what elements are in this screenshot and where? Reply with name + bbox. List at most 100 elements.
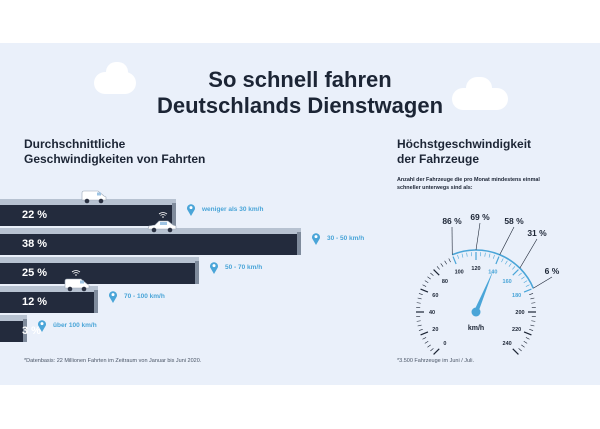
threshold-value-label: 69 % xyxy=(470,212,490,222)
map-pin-icon xyxy=(312,233,320,245)
gauge-tick xyxy=(422,337,427,340)
gauge-tick xyxy=(440,263,444,267)
bar-side-face xyxy=(195,261,199,284)
threshold-value-label: 6 % xyxy=(545,266,560,276)
gauge-scale-label: 0 xyxy=(443,341,446,347)
right-heading: Höchstgeschwindigkeit der Fahrzeuge xyxy=(397,137,531,167)
gauge-scale-label: 160 xyxy=(503,279,512,285)
gauge-tick xyxy=(512,266,516,270)
gauge-tick xyxy=(427,276,431,280)
left-heading-line-2: Geschwindigkeiten von Fahrten xyxy=(24,152,206,166)
gauge-tick xyxy=(422,284,427,287)
gauge-tick xyxy=(488,253,491,258)
bar-value-label: 12 % xyxy=(22,296,48,308)
page-title: So schnell fahren Deutschlands Dienstwag… xyxy=(0,67,600,119)
bar-category-label: 50 - 70 km/h xyxy=(225,264,263,271)
car-icon xyxy=(147,220,177,233)
gauge-tick xyxy=(529,293,534,295)
gauge-tick xyxy=(424,341,429,344)
gauge-scale-label: 140 xyxy=(488,269,497,275)
gauge-tick xyxy=(416,302,421,304)
gauge-scale-label: 80 xyxy=(442,279,448,285)
gauge-tick xyxy=(417,324,422,327)
gauge-tick xyxy=(529,329,534,331)
gauge-needle xyxy=(473,269,494,313)
gauge-highlight-arc xyxy=(451,249,535,289)
gauge-tick xyxy=(418,329,423,331)
gauge-tick xyxy=(427,344,431,348)
right-heading-line-2: der Fahrzeuge xyxy=(397,152,480,166)
gauge-tick xyxy=(495,256,500,265)
wifi-icon xyxy=(71,270,81,276)
gauge-hub xyxy=(471,307,481,317)
gauge-scale-label: 20 xyxy=(432,327,438,333)
gauge-tick xyxy=(518,272,522,276)
van-icon xyxy=(81,190,107,204)
gauge-unit-label: km/h xyxy=(468,325,484,332)
threshold-leader-line xyxy=(533,276,553,289)
gauge-tick xyxy=(433,348,440,355)
gauge-tick xyxy=(525,284,530,287)
gauge-tick xyxy=(418,293,423,295)
bar-top-face xyxy=(0,257,199,264)
bar-value-label: 22 % xyxy=(22,209,48,221)
gauge-tick xyxy=(530,324,535,327)
left-heading-line-1: Durchschnittliche xyxy=(24,137,126,151)
bar xyxy=(0,205,172,226)
gauge-tick xyxy=(430,348,434,352)
gauge-tick xyxy=(430,272,434,276)
bar-side-face xyxy=(94,290,98,313)
gauge-tick xyxy=(416,320,421,322)
bar-category-label: über 100 km/h xyxy=(53,322,97,329)
bar-side-face xyxy=(23,319,27,342)
gauge-scale-label: 240 xyxy=(503,341,512,347)
threshold-value-label: 58 % xyxy=(504,216,524,226)
gauge-tick xyxy=(448,258,451,263)
gauge-scale-label: 100 xyxy=(455,269,464,275)
gauge-tick xyxy=(523,331,532,336)
gauge-scale-label: 120 xyxy=(471,266,480,272)
cloud-icon xyxy=(466,77,492,99)
gauge-tick xyxy=(530,297,535,300)
bar-category-label: 30 - 50 km/h xyxy=(327,235,365,242)
threshold-value-label: 86 % xyxy=(442,216,462,226)
title-line-1: So schnell fahren xyxy=(208,67,392,92)
left-heading: Durchschnittliche Geschwindigkeiten von … xyxy=(24,137,205,167)
bar xyxy=(0,321,23,342)
map-pin-icon xyxy=(210,262,218,274)
bar-side-face xyxy=(297,232,301,255)
gauge-tick xyxy=(484,252,486,257)
map-pin-icon xyxy=(187,204,195,216)
gauge-tick xyxy=(523,280,528,283)
gauge-tick xyxy=(420,331,429,336)
bar-category-label: weniger als 30 km/h xyxy=(202,206,264,213)
gauge-tick xyxy=(461,253,464,258)
gauge-tick xyxy=(521,276,525,280)
threshold-value-label: 31 % xyxy=(527,228,547,238)
threshold-leader-line xyxy=(499,226,515,255)
gauge-scale-label: 200 xyxy=(515,310,524,316)
bar-side-face xyxy=(172,203,176,226)
bar-top-face xyxy=(0,315,27,322)
bar-value-label: 38 % xyxy=(22,238,48,250)
gauge-scale-label: 60 xyxy=(432,293,438,299)
gauge-tick xyxy=(508,263,512,267)
bar xyxy=(0,234,297,255)
gauge-tick xyxy=(505,260,508,265)
gauge-tick xyxy=(436,266,440,270)
right-footnote: *3.500 Fahrzeuge im Juni / Juli. xyxy=(397,358,475,364)
gauge-tick xyxy=(424,280,429,283)
gauge-tick xyxy=(466,252,468,257)
map-pin-icon xyxy=(109,291,117,303)
gauge-tick xyxy=(512,348,519,355)
cloud-icon xyxy=(452,88,508,110)
wifi-icon xyxy=(158,212,168,218)
gauge-tick xyxy=(523,341,528,344)
bar-value-label: 3 % xyxy=(22,325,41,337)
gauge-tick xyxy=(523,288,532,293)
gauge-scale-label: 220 xyxy=(512,327,521,333)
gauge-tick xyxy=(525,337,530,340)
bar-top-face xyxy=(0,286,98,293)
gauge-tick xyxy=(531,320,536,322)
left-footnote: *Datenbasis: 22 Millionen Fahrten im Zei… xyxy=(24,358,202,364)
